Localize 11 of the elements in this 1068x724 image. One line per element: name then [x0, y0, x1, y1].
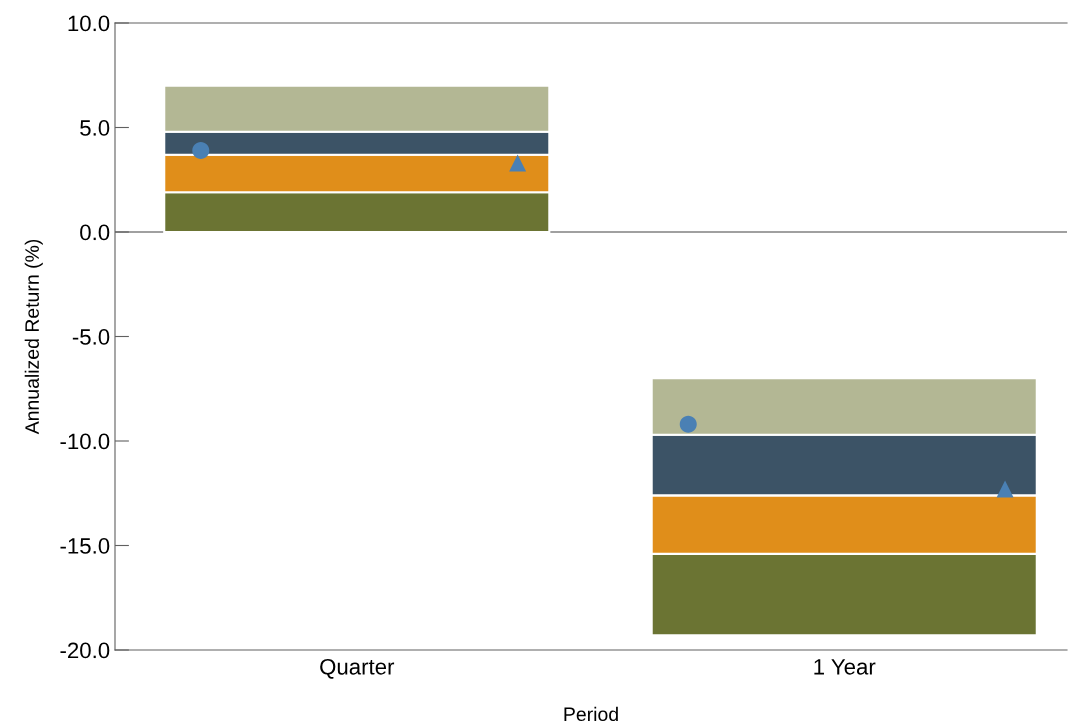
y-tick-label: -20.0	[60, 642, 110, 659]
y-tick-label: -15.0	[60, 538, 110, 554]
y-tick-label: -10.0	[60, 433, 110, 450]
y-tick-label: 5.0	[80, 120, 110, 136]
y-axis-title: Annualized Return (%)	[24, 239, 43, 435]
x-tick-label: Quarter	[320, 658, 395, 679]
y-tick-label: -5.0	[72, 329, 110, 345]
x-axis-title: Period	[564, 706, 618, 722]
y-tick-label: 0.0	[80, 224, 110, 241]
y-tick-label: 10.0	[68, 15, 110, 32]
x-tick-label: 1 Year	[814, 659, 876, 675]
